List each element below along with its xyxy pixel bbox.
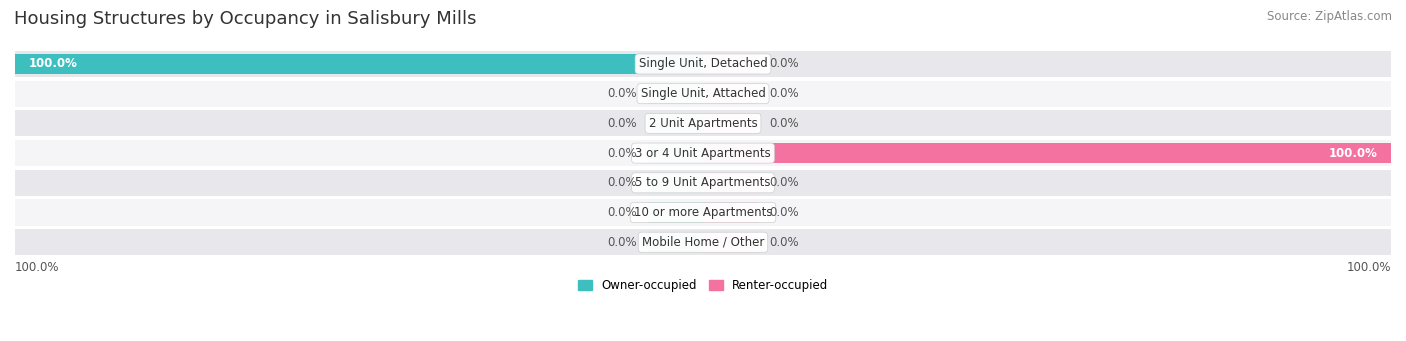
Text: 0.0%: 0.0% xyxy=(607,176,637,189)
Text: Source: ZipAtlas.com: Source: ZipAtlas.com xyxy=(1267,10,1392,23)
Bar xyxy=(648,143,703,163)
Text: 0.0%: 0.0% xyxy=(607,206,637,219)
Text: 0.0%: 0.0% xyxy=(607,117,637,130)
Text: 0.0%: 0.0% xyxy=(769,57,799,71)
Text: 10 or more Apartments: 10 or more Apartments xyxy=(634,206,772,219)
Bar xyxy=(703,232,758,252)
Text: 100.0%: 100.0% xyxy=(1347,261,1391,274)
Text: 0.0%: 0.0% xyxy=(607,236,637,249)
Bar xyxy=(15,80,1391,107)
Bar xyxy=(15,140,1391,166)
Bar xyxy=(15,170,1391,196)
Bar xyxy=(703,84,758,104)
Text: Housing Structures by Occupancy in Salisbury Mills: Housing Structures by Occupancy in Salis… xyxy=(14,10,477,28)
Bar xyxy=(15,51,1391,77)
Text: Single Unit, Detached: Single Unit, Detached xyxy=(638,57,768,71)
Bar xyxy=(648,203,703,223)
Bar xyxy=(703,203,758,223)
Text: 0.0%: 0.0% xyxy=(769,87,799,100)
Text: Mobile Home / Other: Mobile Home / Other xyxy=(641,236,765,249)
Bar xyxy=(648,84,703,104)
Text: 100.0%: 100.0% xyxy=(1329,147,1378,160)
Text: 0.0%: 0.0% xyxy=(607,87,637,100)
Text: 0.0%: 0.0% xyxy=(769,206,799,219)
Bar xyxy=(703,54,758,74)
Text: 3 or 4 Unit Apartments: 3 or 4 Unit Apartments xyxy=(636,147,770,160)
Text: 5 to 9 Unit Apartments: 5 to 9 Unit Apartments xyxy=(636,176,770,189)
Bar xyxy=(703,173,758,193)
Bar xyxy=(648,232,703,252)
Text: 0.0%: 0.0% xyxy=(607,147,637,160)
Text: 100.0%: 100.0% xyxy=(15,261,59,274)
Text: 100.0%: 100.0% xyxy=(28,57,77,71)
Text: 2 Unit Apartments: 2 Unit Apartments xyxy=(648,117,758,130)
Text: 0.0%: 0.0% xyxy=(769,236,799,249)
Bar xyxy=(15,199,1391,226)
Text: 0.0%: 0.0% xyxy=(769,176,799,189)
Bar xyxy=(648,113,703,133)
Bar xyxy=(15,229,1391,255)
Bar xyxy=(648,173,703,193)
Text: Single Unit, Attached: Single Unit, Attached xyxy=(641,87,765,100)
Bar xyxy=(703,113,758,133)
Bar xyxy=(15,54,703,74)
Legend: Owner-occupied, Renter-occupied: Owner-occupied, Renter-occupied xyxy=(572,275,834,297)
Bar xyxy=(15,110,1391,136)
Text: 0.0%: 0.0% xyxy=(769,117,799,130)
Bar xyxy=(703,143,1391,163)
